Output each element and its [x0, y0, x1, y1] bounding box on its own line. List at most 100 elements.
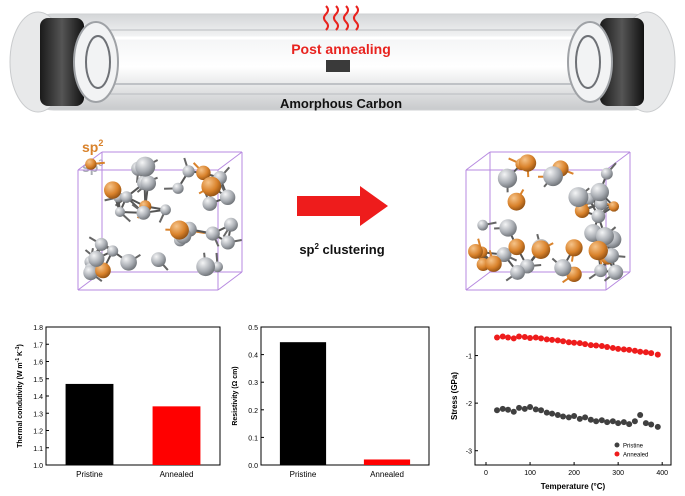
- point-annealed: [565, 339, 572, 346]
- sp3-atom: [220, 235, 235, 250]
- cell-edge: [465, 151, 491, 171]
- legend-marker: [614, 451, 620, 457]
- point-pristine: [654, 423, 661, 430]
- point-pristine: [494, 407, 501, 414]
- sp2-atom: [201, 176, 222, 197]
- y-tick-label: 0.5: [248, 325, 258, 332]
- sp2-atom: [196, 165, 211, 181]
- sp3-atom: [88, 250, 105, 267]
- thermal-conductivity-chart: 1.0 1.1 1.2 1.3 1.4 1.5 1.6 1.7 1.8 Pristine Annea…: [15, 325, 221, 479]
- sp2-atom: [485, 255, 502, 272]
- sp3-atom: [182, 165, 195, 178]
- sp3-atom: [196, 257, 216, 277]
- x-tick-label: 300: [612, 470, 624, 477]
- legend-label: Annealed: [623, 453, 648, 459]
- sp2-atom: [95, 262, 111, 279]
- x-tick-label: Pristine: [290, 470, 317, 479]
- point-pristine: [593, 418, 600, 425]
- y-tick-label: -3: [466, 449, 472, 456]
- cell-edge: [465, 271, 491, 291]
- point-annealed: [654, 351, 661, 358]
- point-pristine: [565, 414, 572, 421]
- point-annealed: [620, 346, 627, 353]
- point-annealed: [587, 342, 594, 349]
- point-pristine: [626, 421, 633, 428]
- y-tick-label: 1.3: [33, 411, 43, 418]
- sp2-atom: [85, 158, 97, 170]
- sp3-atom: [202, 196, 217, 211]
- x-tick-label: 100: [524, 470, 536, 477]
- point-annealed: [554, 337, 561, 344]
- point-pristine: [620, 419, 627, 426]
- sp2-atom: [565, 239, 583, 257]
- process-arrow-icon: [297, 186, 388, 226]
- point-annealed: [543, 336, 550, 343]
- x-axis-label: Temperature (°C): [541, 482, 606, 491]
- left-end-cap: [9, 11, 119, 113]
- point-pristine: [642, 420, 649, 427]
- point-pristine: [521, 405, 528, 412]
- sp3-atom: [151, 252, 166, 267]
- point-annealed: [626, 346, 633, 353]
- point-pristine: [637, 412, 644, 419]
- point-pristine: [604, 419, 611, 426]
- plot-frame: [260, 326, 430, 466]
- point-pristine: [571, 412, 578, 419]
- right-end-cap: [567, 11, 676, 113]
- y-axis-label: Stress (GPa): [450, 372, 459, 420]
- sp2-atom: [588, 240, 608, 261]
- point-annealed: [494, 334, 501, 341]
- sp3-atom: [591, 209, 606, 224]
- sp3-atom: [107, 245, 119, 257]
- sp3-atom: [499, 219, 517, 237]
- sp3-atom: [590, 182, 609, 202]
- x-tick-label: 200: [568, 470, 580, 477]
- sp3-atom: [554, 259, 572, 277]
- bar-annealed: [152, 406, 201, 465]
- x-tick-label: Pristine: [76, 470, 103, 479]
- sp2-atom: [468, 243, 483, 259]
- point-annealed: [582, 341, 589, 348]
- sp3-atom: [595, 227, 614, 246]
- point-annealed: [516, 333, 523, 340]
- y-tick-label: -1: [466, 354, 472, 361]
- point-pristine: [554, 412, 561, 419]
- y-tick-label: 1.2: [33, 429, 43, 436]
- point-pristine: [648, 421, 655, 428]
- sp3-atom: [94, 237, 108, 251]
- x-tick-label: 400: [656, 470, 668, 477]
- sp3-atom: [497, 168, 518, 188]
- amorphous-structure-pristine: [77, 151, 243, 291]
- point-pristine: [510, 408, 517, 415]
- sp3-atom: [205, 226, 220, 241]
- point-annealed: [560, 338, 567, 345]
- sp3-atom: [136, 205, 151, 220]
- sp3-atom: [135, 156, 156, 177]
- y-tick-label: 1.7: [33, 342, 43, 349]
- sp2-atom: [531, 240, 551, 260]
- y-tick-label: 1.6: [33, 360, 43, 367]
- point-annealed: [532, 334, 539, 341]
- plot-frame: [474, 326, 672, 466]
- point-annealed: [576, 340, 583, 347]
- point-pristine: [560, 413, 567, 420]
- sp3-atom: [496, 247, 512, 263]
- point-pristine: [532, 406, 539, 413]
- point-pristine: [598, 417, 605, 424]
- y-tick-label: -2: [466, 401, 472, 408]
- sp2-atom: [507, 192, 526, 211]
- point-annealed: [505, 334, 512, 341]
- sp3-atom: [607, 264, 624, 280]
- tube-furnace: Post annealing Amorphous Carbon: [9, 5, 676, 113]
- resistivity-chart: 0.0 0.1 0.2 0.3 0.4 0.5 Pristine Annealed Resist…: [232, 325, 430, 479]
- point-annealed: [527, 334, 534, 341]
- x-tick-label: Annealed: [160, 470, 194, 479]
- y-tick-label: 1.1: [33, 446, 43, 453]
- y-tick-label: 1.0: [33, 463, 43, 470]
- point-pristine: [615, 420, 622, 427]
- x-tick-label: 0: [484, 470, 488, 477]
- legend-marker: [614, 442, 620, 448]
- cell-edge: [605, 271, 631, 291]
- amorphous-structure-annealed: [465, 151, 631, 291]
- sp3-atom: [212, 261, 223, 273]
